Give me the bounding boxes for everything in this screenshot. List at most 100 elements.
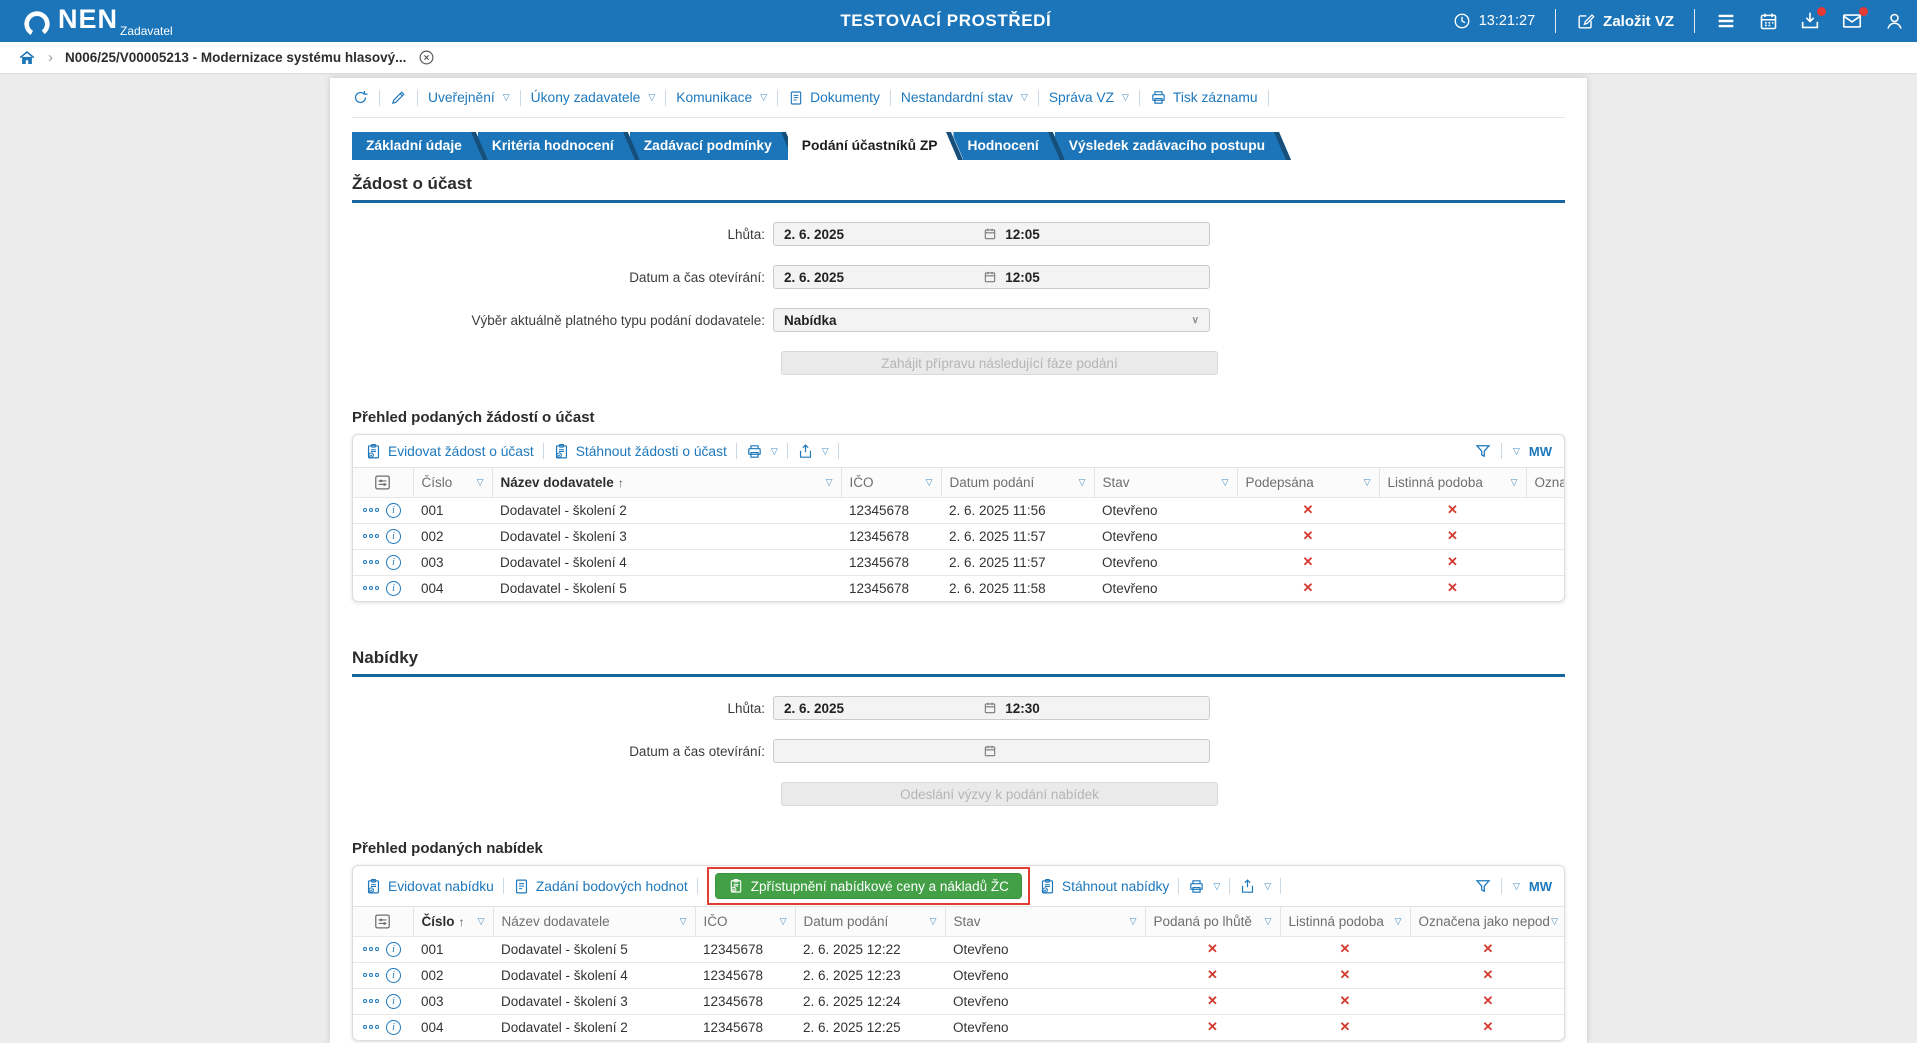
filter-chevron-icon[interactable]: ▽: [1511, 477, 1518, 488]
col-podana-po-lhute[interactable]: Podaná po lhůtě▽: [1145, 907, 1280, 936]
filter-chevron-icon[interactable]: ▽: [1395, 916, 1402, 927]
filter-chevron-icon[interactable]: ▽: [1079, 477, 1086, 488]
row-menu-icon[interactable]: [363, 947, 379, 951]
breadcrumb-record[interactable]: N006/25/V00005213 - Modernizace systému …: [65, 50, 406, 65]
info-icon[interactable]: i: [386, 968, 401, 983]
table-row[interactable]: i 004Dodavatel - školení 5123456782. 6. …: [353, 575, 1565, 601]
col-cislo[interactable]: Číslo↑▽: [413, 907, 493, 936]
export-grid-button[interactable]: ▽: [1239, 878, 1271, 895]
column-settings[interactable]: [353, 907, 413, 936]
menu-vz-administration[interactable]: Správa VZ▽: [1049, 90, 1129, 105]
col-podepsana[interactable]: Podepsána▽: [1237, 468, 1379, 497]
filter-button[interactable]: [1474, 442, 1492, 460]
info-icon[interactable]: i: [386, 581, 401, 596]
filter-chevron-icon[interactable]: ▽: [1364, 477, 1371, 488]
close-record-button[interactable]: [418, 49, 435, 66]
tab-zakladni-udaje[interactable]: Základní údaje: [352, 132, 488, 160]
col-stav[interactable]: Stav▽: [945, 907, 1145, 936]
row-menu-icon[interactable]: [363, 973, 379, 977]
col-listinna-podoba[interactable]: Listinná podoba▽: [1379, 468, 1526, 497]
calendar-button[interactable]: [1757, 10, 1779, 32]
tab-vysledek-zadavaciho-postupu[interactable]: Výsledek zadávacího postupu: [1055, 132, 1291, 160]
table-row[interactable]: i 001Dodavatel - školení 5123456782. 6. …: [353, 936, 1565, 962]
messages-button[interactable]: [1841, 10, 1863, 32]
refresh-button[interactable]: [352, 89, 369, 106]
row-menu-icon[interactable]: [363, 508, 379, 512]
tab-hodnoceni[interactable]: Hodnocení: [953, 132, 1064, 160]
row-menu-icon[interactable]: [363, 534, 379, 538]
row-menu-icon[interactable]: [363, 999, 379, 1003]
table-row[interactable]: i 002Dodavatel - školení 4123456782. 6. …: [353, 962, 1565, 988]
download-offers-button[interactable]: Stáhnout nabídky: [1039, 878, 1169, 895]
send-call-for-offers-button[interactable]: Odeslání výzvy k podání nabídek: [781, 782, 1218, 806]
filter-chevron-icon[interactable]: ▽: [826, 477, 833, 488]
menu-nonstandard-state[interactable]: Nestandardní stav▽: [901, 90, 1028, 105]
menu-publish[interactable]: Uveřejnění▽: [428, 90, 510, 105]
print-grid-button[interactable]: ▽: [746, 443, 778, 460]
create-vz-button[interactable]: Založit VZ: [1576, 12, 1674, 31]
column-settings[interactable]: [353, 468, 413, 497]
tab-kriteria-hodnoceni[interactable]: Kritéria hodnocení: [478, 132, 640, 160]
filter-chevron-icon[interactable]: ▽: [930, 916, 937, 927]
col-oznacena-jako-nepodana[interactable]: Označena jako nepodaná▽: [1410, 907, 1565, 936]
home-button[interactable]: [18, 49, 36, 67]
info-icon[interactable]: i: [386, 994, 401, 1009]
table-row[interactable]: i 004Dodavatel - školení 2123456782. 6. …: [353, 1014, 1565, 1040]
info-icon[interactable]: i: [386, 529, 401, 544]
offers-opening-field[interactable]: [773, 739, 1210, 763]
enter-points-button[interactable]: Zadání bodových hodnot: [513, 878, 688, 895]
table-row[interactable]: i 001Dodavatel - školení 2123456782. 6. …: [353, 497, 1565, 523]
export-grid-button[interactable]: ▽: [797, 443, 829, 460]
col-stav[interactable]: Stav▽: [1094, 468, 1237, 497]
menu-documents[interactable]: Dokumenty: [788, 90, 880, 106]
participation-opening-field[interactable]: 2. 6. 2025 12:05: [773, 265, 1210, 289]
col-ico[interactable]: IČO▽: [695, 907, 795, 936]
col-cislo[interactable]: Číslo▽: [413, 468, 492, 497]
table-row[interactable]: i 002Dodavatel - školení 3123456782. 6. …: [353, 523, 1565, 549]
download-requests-button[interactable]: Stáhnout žádosti o účast: [553, 443, 727, 460]
col-datum-podani[interactable]: Datum podání▽: [795, 907, 945, 936]
col-nazev-dodavatele[interactable]: Název dodavatele▽: [493, 907, 695, 936]
filter-chevron-icon[interactable]: ▽: [780, 916, 787, 927]
offers-deadline-field[interactable]: 2. 6. 2025 12:30: [773, 696, 1210, 720]
row-menu-icon[interactable]: [363, 586, 379, 590]
tab-zadavaci-podminky[interactable]: Zadávací podmínky: [630, 132, 798, 160]
menu-contracting-tasks[interactable]: Úkony zadavatele▽: [531, 90, 656, 105]
view-selector[interactable]: MW: [1529, 879, 1552, 894]
submission-type-select[interactable]: Nabídka ∨: [773, 308, 1210, 332]
menu-communication[interactable]: Komunikace▽: [676, 90, 767, 105]
col-listinna-podoba[interactable]: Listinná podoba▽: [1280, 907, 1410, 936]
tab-podani-ucastniku-zp[interactable]: Podání účastníků ZP: [788, 132, 964, 160]
info-icon[interactable]: i: [386, 1020, 401, 1035]
edit-button[interactable]: [390, 89, 407, 106]
filter-chevron-icon[interactable]: ▽: [1551, 916, 1558, 927]
menu-button[interactable]: [1715, 10, 1737, 32]
filter-chevron-icon[interactable]: ▽: [1265, 916, 1272, 927]
table-row[interactable]: i 003Dodavatel - školení 3123456782. 6. …: [353, 988, 1565, 1014]
print-record-button[interactable]: Tisk záznamu: [1150, 89, 1258, 106]
filter-chevron-icon[interactable]: ▽: [478, 916, 485, 927]
register-request-button[interactable]: Evidovat žádost o účast: [365, 443, 534, 460]
unlock-price-button[interactable]: Zpřístupnění nabídkové ceny a nákladů ŽC: [715, 873, 1022, 899]
nen-logo[interactable]: NEN Zadavatel: [0, 4, 173, 39]
row-menu-icon[interactable]: [363, 1025, 379, 1029]
view-selector[interactable]: MW: [1529, 444, 1552, 459]
print-grid-button[interactable]: ▽: [1188, 878, 1220, 895]
info-icon[interactable]: i: [386, 942, 401, 957]
filter-chevron-icon[interactable]: ▽: [477, 477, 484, 488]
col-datum-podani[interactable]: Datum podání▽: [941, 468, 1094, 497]
register-offer-button[interactable]: Evidovat nabídku: [365, 878, 494, 895]
start-next-phase-button[interactable]: Zahájit přípravu následující fáze podání: [781, 351, 1218, 375]
filter-chevron-icon[interactable]: ▽: [926, 477, 933, 488]
col-oznacena[interactable]: Označ: [1526, 468, 1565, 497]
info-icon[interactable]: i: [386, 503, 401, 518]
filter-chevron-icon[interactable]: ▽: [680, 916, 687, 927]
filter-chevron-icon[interactable]: ▽: [1222, 477, 1229, 488]
participation-deadline-field[interactable]: 2. 6. 2025 12:05: [773, 222, 1210, 246]
profile-button[interactable]: [1883, 10, 1905, 32]
col-ico[interactable]: IČO▽: [841, 468, 941, 497]
col-nazev-dodavatele[interactable]: Název dodavatele↑▽: [492, 468, 841, 497]
downloads-button[interactable]: [1799, 10, 1821, 32]
filter-button[interactable]: [1474, 877, 1492, 895]
filter-chevron-icon[interactable]: ▽: [1130, 916, 1137, 927]
